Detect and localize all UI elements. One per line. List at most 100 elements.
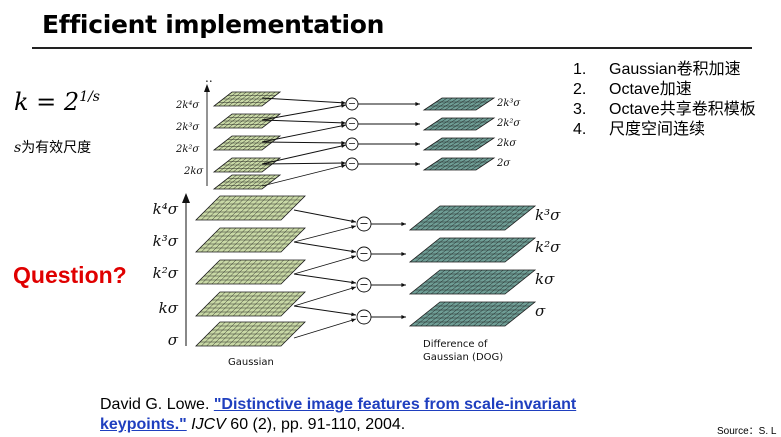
step-text: Gaussian卷积加速 <box>609 61 741 78</box>
top-arrow-head <box>341 164 346 169</box>
gaussian-arrow-head <box>351 280 356 285</box>
minus-sign: − <box>359 278 368 291</box>
top-arrow <box>261 144 347 165</box>
top-arrow-head <box>341 161 346 166</box>
gaussian-arrow <box>293 305 357 316</box>
gaussian-slab <box>195 227 306 253</box>
step-number: 3. <box>573 101 587 118</box>
gaussian-arrow <box>293 255 357 275</box>
dog-slab <box>408 301 537 327</box>
step-number: 2. <box>573 81 587 98</box>
step-item: 1. Gaussian卷积加速 <box>573 60 756 80</box>
step-item: 2. Octave加速 <box>573 80 756 100</box>
dog-caption: Difference of <box>423 339 488 350</box>
top-arrow-head <box>341 140 346 145</box>
paper-link[interactable]: "Distinctive image features from scale-i… <box>100 396 577 433</box>
top-out-arrow-head <box>415 122 420 126</box>
scale-label: k⁴σ <box>153 200 179 218</box>
gaussian-arrow-head <box>351 249 356 254</box>
dog-scale-label: k³σ <box>535 206 561 224</box>
minus-sign: − <box>348 159 356 170</box>
citation-details: 60 (2), pp. 91-110, 2004. <box>225 416 406 433</box>
gaussian-arrow-head <box>351 255 356 260</box>
step-number: 1. <box>573 61 587 78</box>
dog-caption: Gaussian (DOG) <box>423 352 503 363</box>
gaussian-arrow <box>293 241 357 253</box>
top-dog-slab <box>422 117 496 131</box>
gaussian-arrow-head <box>351 286 356 291</box>
top-arrow-head <box>341 103 346 108</box>
top-out-arrow-head <box>415 142 420 146</box>
top-arrow-head <box>341 100 346 105</box>
title-divider <box>32 47 752 49</box>
gaussian-arrow-head <box>351 318 356 323</box>
top-dog-slab <box>422 157 496 171</box>
top-left-scale-label: 2kσ <box>183 166 204 177</box>
dog-slab <box>408 237 537 263</box>
top-gaussian-slab <box>212 157 282 173</box>
top-gaussian-slab <box>212 135 282 151</box>
note-text: 为有效尺度 <box>21 140 92 156</box>
step-item: 4. 尺度空间连续 <box>573 120 756 140</box>
step-text: Octave加速 <box>609 81 692 98</box>
dog-arrow-head <box>401 283 406 287</box>
step-number: 4. <box>573 121 587 138</box>
gaussian-arrow <box>293 209 357 223</box>
scale-label: kσ <box>159 299 179 317</box>
top-arrow <box>261 124 347 143</box>
dog-arrow-head <box>401 252 406 256</box>
top-out-arrow-head <box>415 102 420 106</box>
top-gaussian-slab <box>212 91 282 107</box>
top-right-scale-label: 2k³σ <box>496 98 521 109</box>
minus-sign: − <box>359 247 368 260</box>
top-scale-axis-head <box>204 84 210 92</box>
source-credit: Source：S. L <box>717 426 777 437</box>
citation-venue: IJCV <box>186 416 226 433</box>
dog-arrow-head <box>401 222 406 226</box>
gaussian-arrow-head <box>351 225 356 230</box>
top-arrow-head <box>341 144 346 148</box>
top-dog-slab <box>422 97 496 111</box>
scale-label: k²σ <box>153 264 179 282</box>
step-item: 3. Octave共享卷积模板 <box>573 100 756 120</box>
dog-slab <box>408 205 537 231</box>
top-left-scale-label: 2k³σ <box>175 122 200 133</box>
scale-label: σ <box>168 331 179 349</box>
top-arrow <box>261 162 347 165</box>
formula-lhs: k = 2 <box>14 88 80 116</box>
top-left-scale-label: 2k⁴σ <box>175 100 200 111</box>
dog-scale-label: σ <box>535 302 546 320</box>
top-left-scale-label: 2k²σ <box>175 144 200 155</box>
citation-author: David G. Lowe. <box>100 396 214 413</box>
gaussian-arrow-head <box>351 219 356 224</box>
formula-exponent: 1/s <box>79 89 100 105</box>
formula-note: s为有效尺度 <box>14 137 91 157</box>
step-text: 尺度空间连续 <box>609 121 706 138</box>
top-arrow <box>261 104 347 121</box>
dog-arrow-head <box>401 315 406 319</box>
minus-sign: − <box>348 119 356 130</box>
scale-axis-head <box>182 193 190 203</box>
gaussian-slab <box>195 195 306 221</box>
top-arrow-head <box>341 124 346 128</box>
top-gaussian-slab <box>212 113 282 129</box>
dog-scale-label: k²σ <box>535 238 561 256</box>
step-text: Octave共享卷积模板 <box>609 101 756 118</box>
top-arrow <box>261 119 347 124</box>
gaussian-arrow <box>293 318 357 339</box>
minus-sign: − <box>359 217 368 230</box>
dog-scale-label: kσ <box>535 270 555 288</box>
gaussian-slab <box>195 259 306 285</box>
top-out-arrow-head <box>415 162 420 166</box>
slide-title: Efficient implementation <box>42 10 385 39</box>
minus-sign: − <box>348 139 356 150</box>
question-label: Question? <box>13 262 127 288</box>
top-arrow-head <box>341 120 346 125</box>
gaussian-arrow <box>293 273 357 284</box>
top-right-scale-label: 2kσ <box>496 138 517 149</box>
ellipsis-dots: .. <box>205 71 213 85</box>
gaussian-slab <box>195 291 306 317</box>
scale-formula: k = 21/s <box>14 88 100 116</box>
steps-list: 1. Gaussian卷积加速 2. Octave加速 3. Octave共享卷积模板… <box>573 60 756 140</box>
